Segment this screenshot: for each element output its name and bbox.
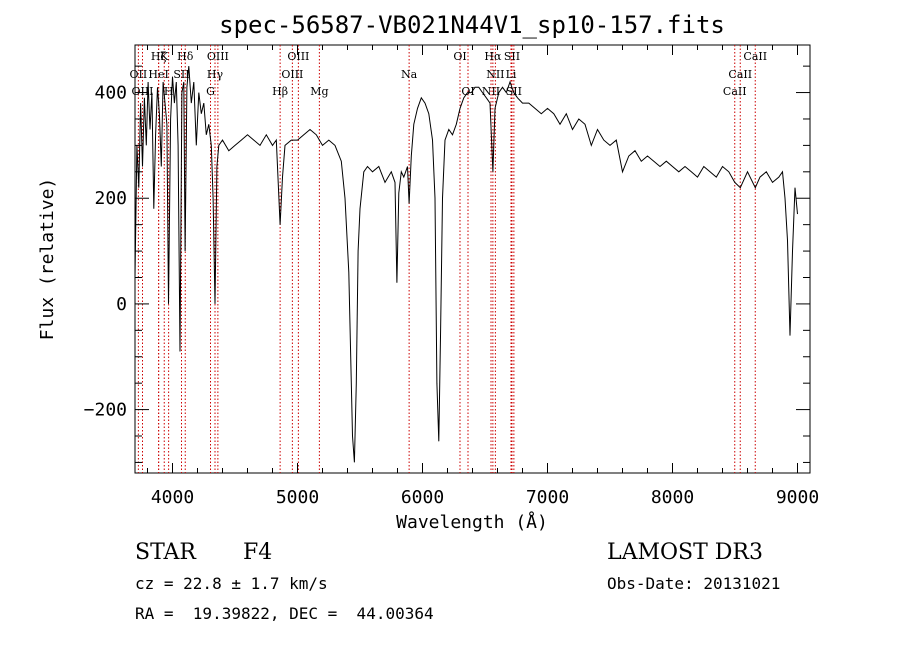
x-axis-label: Wavelength (Å) [396,511,548,533]
line-marker-label: Hζ [151,50,167,63]
line-marker-label: OI [461,85,474,98]
y-axis-ticks: −200 0 200 400 [84,65,810,463]
line-marker-label: OIII [207,50,229,63]
survey-name: LAMOST DR3 [607,540,763,565]
line-marker-label: Li [506,68,517,81]
line-marker-label: OII [130,68,148,81]
plot-frame [134,44,811,474]
observation-date: Obs-Date: 20131021 [607,574,781,593]
line-marker-label: OIII [281,68,303,81]
line-marker-label: Hα [484,50,502,63]
x-tick-label: 6000 [401,487,444,508]
y-tick-label: 200 [94,188,127,209]
line-marker-label: K [160,50,169,63]
y-tick-label: −200 [84,400,127,421]
y-axis-label: Flux (relative) [37,178,58,341]
x-tick-label: 4000 [151,487,194,508]
x-tick-label: 7000 [526,487,569,508]
line-marker-label: NII [486,68,504,81]
line-marker-label: CaII [743,50,767,63]
line-marker-label: Hγ [207,68,224,81]
line-marker-label: OIII [287,50,309,63]
line-marker-label: HeI [148,68,168,81]
y-tick-label: 0 [116,294,127,315]
object-subclass: F4 [243,540,273,565]
line-marker-label: CaII [723,85,747,98]
redshift-cz: cz = 22.8 ± 1.7 km/s [135,574,328,593]
x-tick-label: 9000 [776,487,819,508]
line-marker-label: Hδ [177,50,194,63]
object-class: STAR [135,540,196,565]
line-marker-label: CaII [728,68,752,81]
coordinates: RA = 19.39822, DEC = 44.00364 [135,604,434,623]
x-tick-label: 8000 [651,487,694,508]
x-tick-label: 5000 [276,487,319,508]
y-tick-label: 400 [94,83,127,104]
chart-title: spec-56587-VB021N44V1_sp10-157.fits [219,11,725,39]
line-marker-label: Na [401,68,418,81]
line-markers [137,45,756,473]
x-axis-ticks: 4000 5000 6000 7000 8000 9000 [147,45,819,508]
line-marker-label: OI [453,50,466,63]
line-marker-label: SII [504,50,520,63]
spectrum-line [134,66,798,463]
line-marker-label: G [206,85,215,98]
line-marker-label: SII [173,68,189,81]
line-marker-label: OIII [131,85,153,98]
line-marker-label: H [164,85,174,98]
line-marker-label: Mg [310,85,328,98]
line-marker-label: Hβ [272,85,288,98]
line-marker-label: NII [482,85,500,98]
